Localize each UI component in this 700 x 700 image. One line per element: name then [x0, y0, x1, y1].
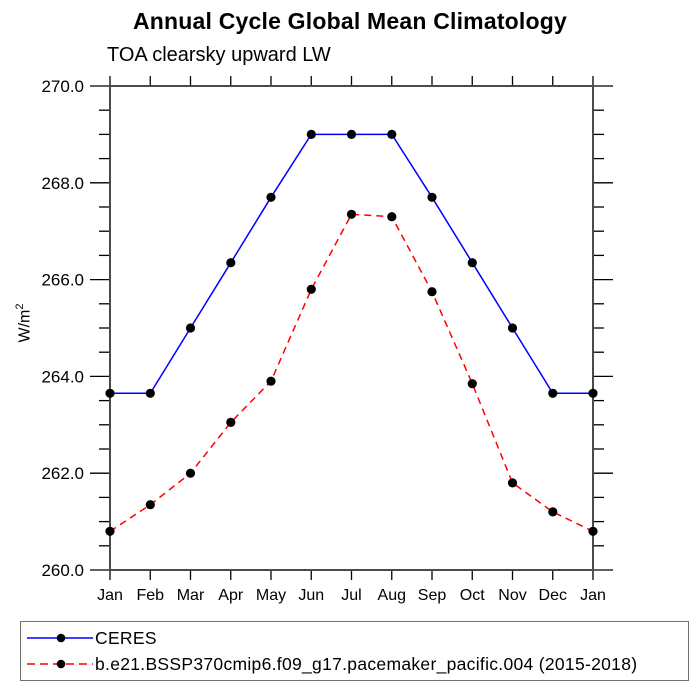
series-line-0 — [110, 133, 593, 395]
data-point-marker — [588, 388, 598, 398]
data-point-marker — [387, 129, 397, 139]
x-tick-label: Aug — [378, 587, 406, 604]
data-point-marker — [346, 129, 357, 139]
y-tick-label: 270.0 — [41, 77, 84, 96]
y-tick-label: 264.0 — [41, 367, 84, 386]
plot-frame — [109, 85, 594, 571]
data-point-marker — [548, 507, 558, 517]
data-point-marker — [507, 478, 518, 488]
data-point-marker — [145, 388, 155, 398]
x-tick-label: Jan — [97, 587, 123, 604]
data-point-marker — [145, 500, 155, 510]
series-line-1 — [109, 213, 594, 532]
data-point-marker — [427, 192, 437, 202]
x-tick-label: Nov — [498, 587, 526, 604]
x-tick-label: Dec — [539, 587, 567, 604]
y-tick-label: 268.0 — [41, 174, 84, 193]
data-point-marker — [346, 209, 357, 219]
data-point-marker — [266, 192, 276, 202]
x-tick-label: Jun — [298, 587, 324, 604]
y-tick-label: 266.0 — [41, 271, 84, 290]
x-tick-label: Mar — [177, 587, 205, 604]
legend-row: CERES — [25, 627, 688, 650]
data-point-marker — [548, 388, 558, 398]
plot-area: 260.0 262.0 264.0 266.0 268.0 270.0 Jan Feb Mar A… — [41, 76, 613, 604]
legend-row: b.e21.BSSP370cmip6.f09_g17.pacemaker_pac… — [25, 653, 688, 676]
data-point-marker — [467, 258, 477, 268]
y-tick-label: 262.0 — [41, 464, 84, 483]
data-point-marker — [185, 323, 196, 333]
legend-marker-dot — [56, 633, 66, 643]
data-point-marker — [427, 287, 437, 297]
data-point-marker — [226, 258, 236, 268]
legend-line-sample — [27, 659, 93, 669]
data-point-marker — [105, 388, 115, 398]
x-tick-label: Apr — [218, 587, 244, 604]
chart-title: Annual Cycle Global Mean Climatology — [132, 8, 568, 34]
data-point-marker — [105, 526, 115, 536]
x-tick-label: Feb — [136, 587, 164, 604]
y-tick-label: 260.0 — [41, 561, 84, 580]
legend-label: b.e21.BSSP370cmip6.f09_g17.pacemaker_pac… — [95, 653, 638, 674]
x-tick-label: May — [256, 587, 286, 604]
x-tick-label: Sep — [418, 587, 447, 604]
x-tick-label: Oct — [460, 587, 485, 604]
data-point-marker — [588, 526, 598, 536]
data-point-marker — [266, 376, 276, 386]
x-tick-label: Jan — [580, 587, 606, 604]
data-point-marker — [185, 468, 196, 478]
x-tick-label: Jul — [341, 587, 361, 604]
data-point-marker — [226, 417, 236, 427]
chart-subtitle: TOA clearsky upward LW — [107, 44, 331, 66]
data-point-marker — [387, 212, 397, 222]
data-point-marker — [306, 129, 316, 139]
legend-marker-dot — [56, 659, 66, 669]
data-point-marker — [306, 284, 316, 294]
legend: CERES b.e21.BSSP370cmip6.f09_g17.pacemake… — [20, 621, 689, 681]
data-point-marker — [507, 323, 518, 333]
legend-line-sample — [27, 633, 93, 643]
data-point-marker — [467, 379, 477, 389]
legend-label: CERES — [95, 627, 157, 648]
